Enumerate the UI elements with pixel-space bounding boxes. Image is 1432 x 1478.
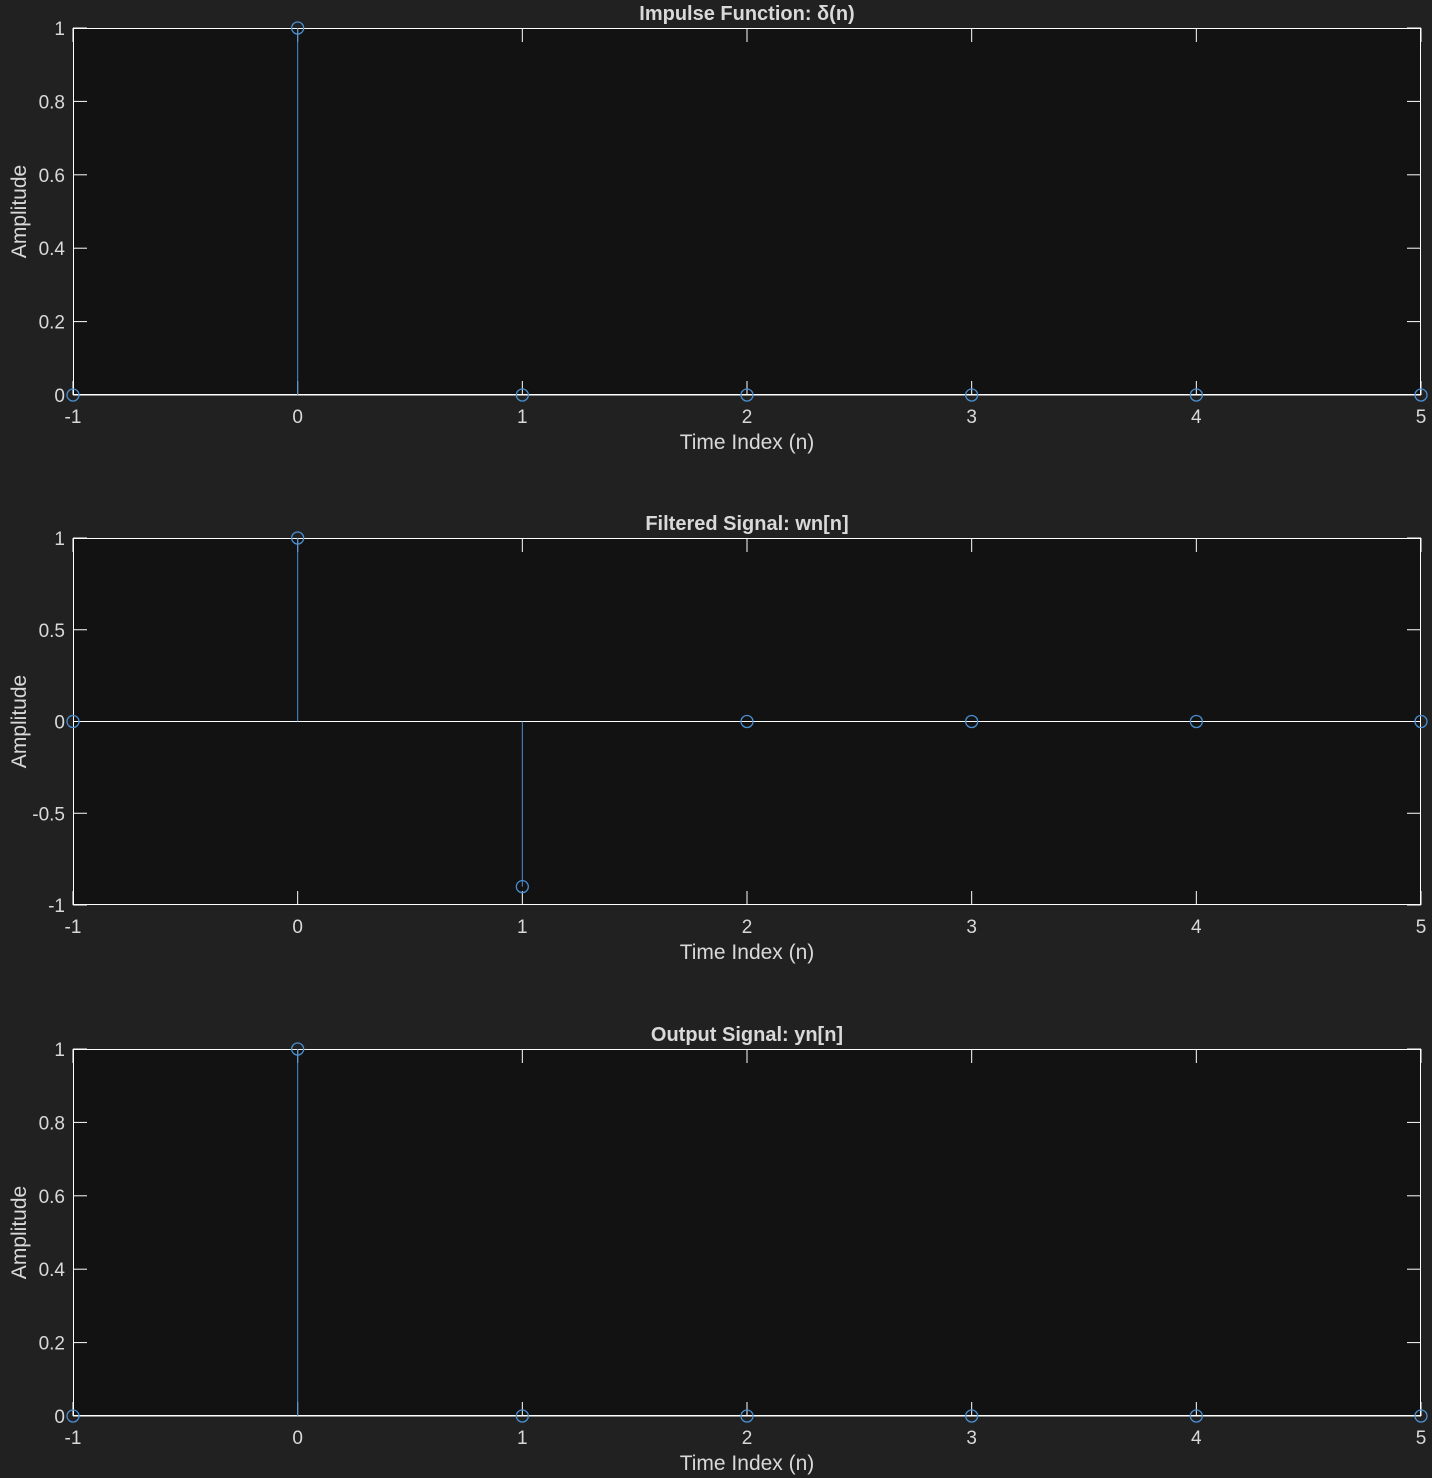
stem-marker: [291, 1042, 305, 1056]
x-tick-label: -1: [65, 407, 82, 428]
stem-marker: [740, 388, 754, 402]
y-tick-label: 0.6: [39, 166, 65, 187]
y-tick-label: 0: [54, 386, 65, 407]
y-tick-label: 0: [54, 713, 65, 734]
y-axis-label: Amplitude: [8, 165, 31, 258]
y-axis-label: Amplitude: [8, 1186, 31, 1279]
plot-area: [73, 28, 1421, 395]
stem-marker: [1189, 388, 1203, 402]
y-tick-label: 0.2: [39, 1334, 65, 1355]
y-tick-label: -1: [48, 896, 65, 917]
y-tick-label: 0.2: [39, 313, 65, 334]
stem-marker: [515, 880, 529, 894]
y-tick-label: 1: [54, 19, 65, 40]
y-tick-label: 0.8: [39, 1113, 65, 1134]
x-tick-label: 4: [1191, 1428, 1202, 1449]
x-tick-label: 0: [292, 1428, 303, 1449]
x-tick-label: 5: [1416, 407, 1427, 428]
stem-marker: [291, 21, 305, 35]
x-tick-label: 2: [742, 1428, 753, 1449]
stem-marker: [965, 388, 979, 402]
stem-marker: [515, 388, 529, 402]
stem-marker: [740, 714, 754, 729]
x-tick-label: 1: [517, 917, 528, 938]
stem-marker: [1189, 1409, 1203, 1423]
x-tick-label: -1: [65, 1428, 82, 1449]
y-tick-label: 0.5: [39, 621, 65, 642]
x-tick-label: 3: [966, 1428, 977, 1449]
stem-marker: [66, 388, 80, 402]
y-tick-label: 0.4: [39, 1260, 66, 1281]
x-axis-label: Time Index (n): [680, 941, 815, 964]
x-tick-label: 5: [1416, 917, 1427, 938]
y-tick-label: 1: [54, 1040, 65, 1061]
stem-marker: [1414, 714, 1428, 729]
x-tick-label: 1: [517, 407, 528, 428]
x-tick-label: 4: [1191, 917, 1202, 938]
chart-title: Filtered Signal: wn[n]: [645, 513, 848, 535]
x-tick-label: 3: [966, 917, 977, 938]
stem-marker: [515, 1409, 529, 1423]
x-tick-label: 3: [966, 407, 977, 428]
y-tick-label: -0.5: [32, 804, 65, 825]
y-tick-label: 1: [54, 529, 65, 550]
stem-marker: [965, 714, 979, 729]
stem-marker: [740, 1409, 754, 1423]
x-axis-label: Time Index (n): [680, 1452, 815, 1475]
x-tick-label: -1: [65, 917, 82, 938]
stem-marker: [66, 714, 80, 729]
x-tick-label: 2: [742, 917, 753, 938]
chart-title: Output Signal: yn[n]: [651, 1024, 843, 1046]
x-tick-label: 4: [1191, 407, 1202, 428]
stem-marker: [1414, 388, 1428, 402]
y-tick-label: 0: [54, 1407, 65, 1428]
y-tick-label: 0.4: [39, 239, 66, 260]
stem-marker: [291, 531, 305, 545]
stem-marker: [66, 1409, 80, 1423]
y-tick-label: 0.8: [39, 92, 65, 113]
plot-area: [73, 1049, 1421, 1416]
x-tick-label: 0: [292, 917, 303, 938]
stem-marker: [1414, 1409, 1428, 1423]
chart-title: Impulse Function: δ(n): [639, 3, 854, 25]
x-tick-label: 0: [292, 407, 303, 428]
x-axis-label: Time Index (n): [680, 431, 815, 454]
stem-marker: [965, 1409, 979, 1423]
stem-marker: [1189, 714, 1203, 729]
x-tick-label: 2: [742, 407, 753, 428]
x-tick-label: 1: [517, 1428, 528, 1449]
y-tick-label: 0.6: [39, 1187, 65, 1208]
y-axis-label: Amplitude: [8, 675, 31, 768]
x-tick-label: 5: [1416, 1428, 1427, 1449]
